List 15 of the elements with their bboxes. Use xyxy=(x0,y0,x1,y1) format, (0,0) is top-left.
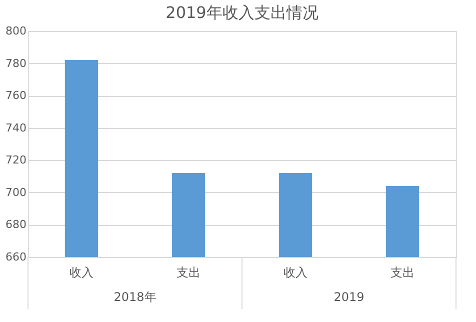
y-tick-label: 680 xyxy=(6,218,26,232)
y-tick-label: 780 xyxy=(6,56,26,70)
y-tick-label: 800 xyxy=(6,24,26,38)
x-tick-label: 收入 xyxy=(284,266,308,280)
y-tick-label: 700 xyxy=(6,186,26,199)
x-tick-label: 支出 xyxy=(390,266,414,280)
x-tick-label: 收入 xyxy=(70,266,94,280)
chart-title: 2019年收入支出情况 xyxy=(166,3,318,22)
y-tick-label: 660 xyxy=(6,250,26,264)
y-tick-label: 720 xyxy=(6,154,26,167)
y-tick-label: 740 xyxy=(6,121,26,134)
x-tick-label: 支出 xyxy=(176,266,200,280)
text: 2019 xyxy=(334,290,364,304)
text: 2018年 xyxy=(114,290,156,304)
y-tick-label: 760 xyxy=(6,89,26,102)
